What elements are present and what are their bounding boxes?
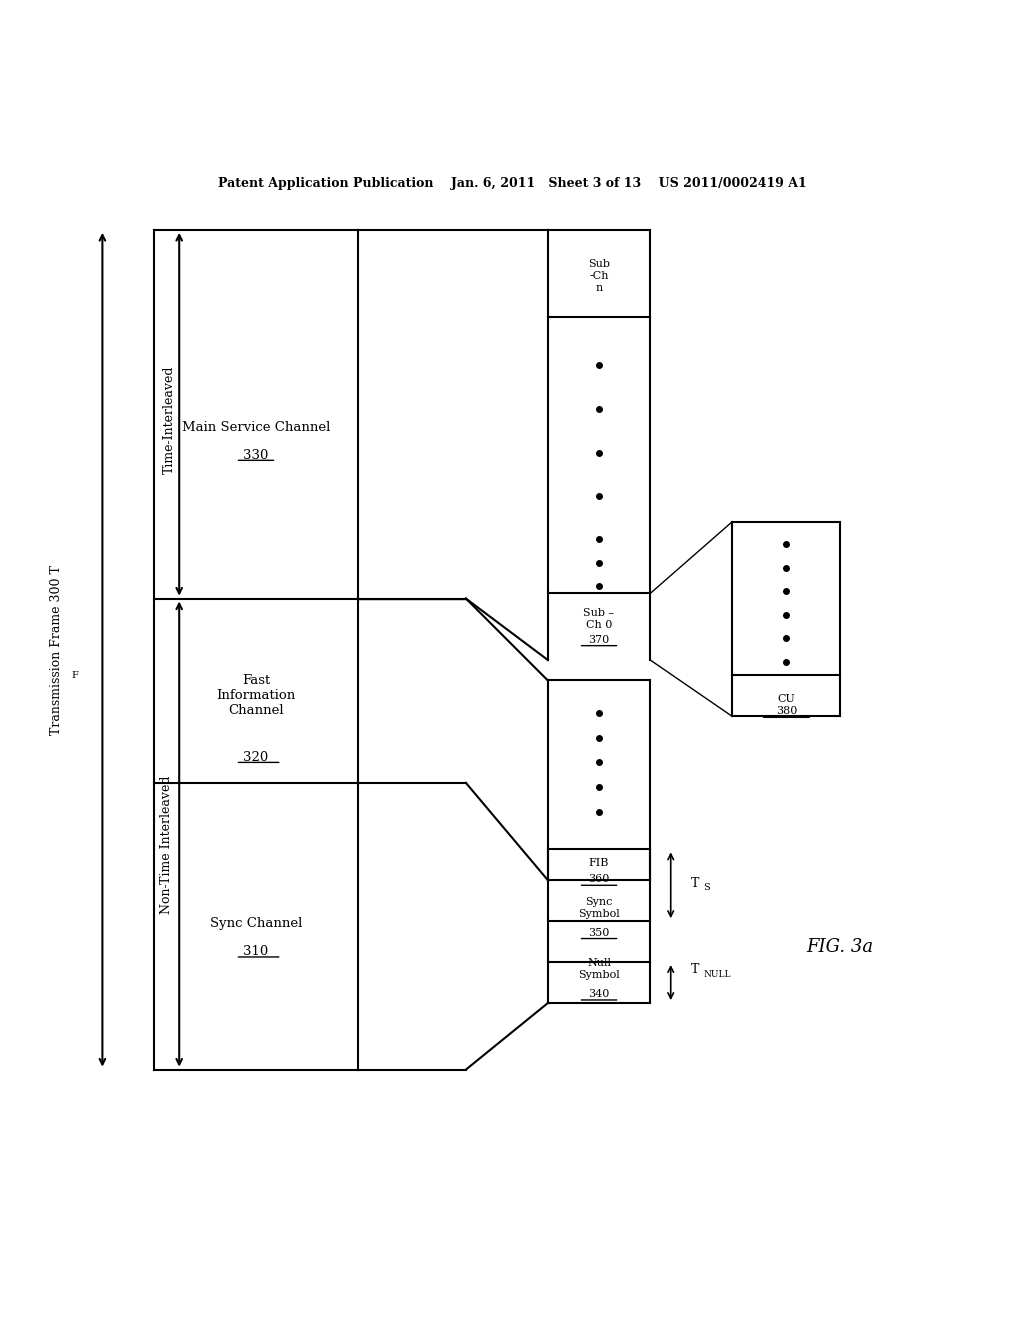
- Text: 370: 370: [589, 635, 609, 644]
- Text: T: T: [691, 962, 699, 975]
- Text: 340: 340: [589, 989, 609, 999]
- Text: F: F: [72, 671, 78, 680]
- Text: 320: 320: [244, 751, 268, 764]
- Text: 350: 350: [589, 928, 609, 939]
- Text: Patent Application Publication    Jan. 6, 2011   Sheet 3 of 13    US 2011/000241: Patent Application Publication Jan. 6, 2…: [218, 177, 806, 190]
- Text: Sub
-Ch
n: Sub -Ch n: [588, 260, 610, 293]
- Text: 330: 330: [244, 449, 268, 462]
- Text: Transmission Frame 300 T: Transmission Frame 300 T: [50, 565, 62, 735]
- Text: Non-Time Interleaved: Non-Time Interleaved: [161, 775, 173, 913]
- Text: FIG. 3a: FIG. 3a: [806, 937, 873, 956]
- Text: S: S: [703, 883, 711, 892]
- Text: CU: CU: [777, 694, 796, 704]
- Text: Sub –
Ch 0: Sub – Ch 0: [584, 609, 614, 630]
- Text: 380: 380: [776, 706, 797, 717]
- Text: Time-Interleaved: Time-Interleaved: [163, 366, 175, 474]
- Text: 310: 310: [244, 945, 268, 958]
- Text: Sync
Symbol: Sync Symbol: [579, 898, 620, 919]
- Text: Null
Symbol: Null Symbol: [579, 958, 620, 979]
- Text: Fast
Information
Channel: Fast Information Channel: [216, 675, 296, 717]
- Text: NULL: NULL: [703, 970, 731, 979]
- Text: Main Service Channel: Main Service Channel: [182, 421, 330, 449]
- Text: Sync Channel: Sync Channel: [210, 917, 302, 945]
- Text: T: T: [691, 876, 699, 890]
- Text: 360: 360: [589, 874, 609, 884]
- Text: FIB: FIB: [589, 858, 609, 867]
